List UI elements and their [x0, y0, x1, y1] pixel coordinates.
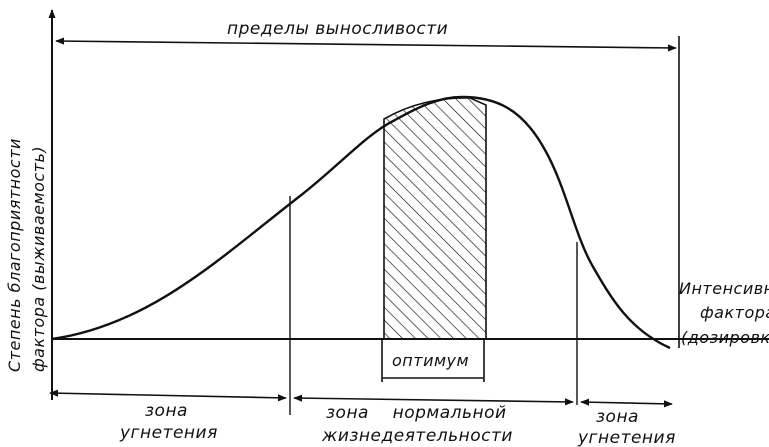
optimum-label: оптимум [392, 351, 469, 370]
y-axis-label-line1: Степень благоприятности [5, 138, 24, 372]
optimum-hatched-area [383, 97, 487, 340]
zone-arrow-right [580, 398, 673, 408]
tolerance-curve [51, 95, 671, 350]
zone-middle-line1: зона нормальной [326, 403, 507, 423]
zone-right-line2: угнетения [577, 428, 676, 447]
x-axis-label-line1: Интенсивность [679, 279, 769, 298]
endurance-limits-arrow [55, 37, 677, 52]
zone-left-line1: зона [145, 401, 188, 421]
zone-middle-line2: жизнедеятельности [321, 426, 513, 446]
zone-arrow-middle [293, 394, 574, 406]
x-axis-label-line2: фактора [700, 303, 769, 322]
zone-right-line1: зона [596, 407, 639, 427]
y-axis-label-line2: фактора (выживаемость) [29, 146, 48, 372]
zone-arrow-left [49, 389, 287, 402]
x-axis-label-line3: (дозировка) [681, 328, 769, 347]
zone-left-line2: угнетения [119, 423, 218, 443]
endurance-limits-label: пределы выносливости [227, 19, 448, 39]
